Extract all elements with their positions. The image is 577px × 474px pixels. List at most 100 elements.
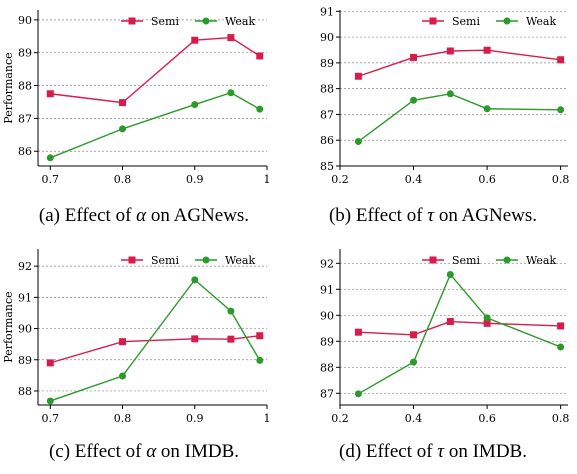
y-tick-label: 89 <box>18 47 32 60</box>
data-point <box>256 332 264 340</box>
y-tick-label: 91 <box>18 291 32 304</box>
y-tick-label: 91 <box>320 5 334 18</box>
series-semi <box>354 46 565 80</box>
y-tick-label: 86 <box>320 134 334 147</box>
chart-panel-4: 87 88 89 90 91 92 0.2 0.4 0.6 0.8 Semi Weak <box>320 249 569 425</box>
data-point <box>256 356 264 364</box>
series-line-semi <box>358 49 561 77</box>
caption-suffix: on IMDB. <box>444 441 527 462</box>
x-tick-label: 0.6 <box>478 173 496 186</box>
caption-symbol: τ <box>437 441 445 462</box>
legend-label-semi: Semi <box>452 254 480 267</box>
legend-marker-weak <box>202 17 210 25</box>
x-tick-label: 0.2 <box>331 173 349 186</box>
x-tick-label: 0.7 <box>42 173 60 186</box>
y-tick-label: 90 <box>320 309 334 322</box>
data-point <box>446 47 454 55</box>
y-tick-label: 92 <box>18 260 32 273</box>
data-point <box>446 270 454 278</box>
data-point <box>483 105 491 113</box>
legend-marker-semi <box>128 256 136 264</box>
series-semi <box>46 332 264 367</box>
data-point <box>191 101 199 109</box>
legend-label-weak: Weak <box>526 254 556 267</box>
caption-suffix: on AGNews. <box>434 205 538 226</box>
legend-label-weak: Weak <box>225 15 255 28</box>
x-tick-label: 1 <box>264 173 271 186</box>
data-point <box>354 72 362 80</box>
caption-a: (a) Effect of α on AGNews. <box>0 205 288 227</box>
data-point <box>191 36 199 44</box>
data-point <box>227 89 235 97</box>
x-tick-label: 0.8 <box>552 412 570 425</box>
x-tick-label: 0.7 <box>42 412 60 425</box>
legend-marker-weak <box>503 256 511 264</box>
legend-marker-semi <box>128 17 136 25</box>
data-point <box>46 90 54 98</box>
x-tick-label: 0.8 <box>552 173 570 186</box>
data-point <box>227 34 235 42</box>
series-line-weak <box>357 93 561 143</box>
caption-suffix: on AGNews. <box>146 205 250 226</box>
data-point <box>557 343 565 351</box>
data-point <box>410 358 418 366</box>
y-tick-label: 89 <box>320 335 334 348</box>
x-tick-label: 0.4 <box>405 412 423 425</box>
data-point <box>410 331 418 339</box>
x-tick-label: 0.2 <box>331 412 349 425</box>
legend-label-semi: Semi <box>452 15 480 28</box>
data-point <box>354 390 362 398</box>
data-point <box>354 138 362 146</box>
y-tick-label: 89 <box>18 354 32 367</box>
data-point <box>557 56 565 64</box>
data-point <box>446 318 454 326</box>
caption-b: (b) Effect of τ on AGNews. <box>289 205 577 227</box>
legend-marker-semi <box>429 17 437 25</box>
y-tick-label: 90 <box>18 323 32 336</box>
x-tick-label: 0.9 <box>186 173 204 186</box>
y-tick-label: 88 <box>18 385 32 398</box>
data-point <box>483 46 491 54</box>
x-tick-label: 1 <box>264 412 271 425</box>
data-point <box>354 328 362 336</box>
x-tick-label: 0.6 <box>478 412 496 425</box>
data-point <box>446 90 454 98</box>
data-point <box>557 322 565 330</box>
legend-marker-weak <box>503 17 511 25</box>
y-tick-label: 89 <box>320 57 334 70</box>
y-tick-label: 87 <box>18 112 32 125</box>
caption-prefix: (c) Effect of <box>48 441 147 462</box>
series-semi <box>354 318 565 339</box>
series-semi <box>46 34 264 107</box>
y-tick-label: 91 <box>320 283 334 296</box>
y-tick-label: 90 <box>320 31 334 44</box>
caption-suffix: on IMDB. <box>156 441 240 462</box>
legend-label-weak: Weak <box>225 254 255 267</box>
legend-label-semi: Semi <box>151 254 179 267</box>
caption-symbol: α <box>146 441 157 462</box>
chart-panel-1: 86 87 88 89 90 0.7 0.8 0.9 1 Performance Semi Weak <box>2 10 271 186</box>
data-point <box>227 307 235 315</box>
data-point <box>256 105 264 113</box>
series-weak <box>46 276 264 405</box>
y-tick-label: 88 <box>18 80 32 93</box>
caption-prefix: (d) Effect of <box>339 441 438 462</box>
legend-label-semi: Semi <box>151 15 179 28</box>
series-line-semi <box>358 320 561 336</box>
y-tick-label: 88 <box>320 361 334 374</box>
legend-label-weak: Weak <box>526 15 556 28</box>
data-point <box>119 125 127 133</box>
series-weak <box>46 89 264 162</box>
caption-prefix: (a) Effect of <box>38 205 137 226</box>
series-weak <box>354 270 565 398</box>
legend-marker-weak <box>202 256 210 264</box>
legend: Semi Weak <box>422 254 556 267</box>
chart-panel-3: 88 89 90 91 92 0.7 0.8 0.9 1 Performance Semi Weak <box>2 249 271 425</box>
caption-prefix: (b) Effect of <box>328 205 428 226</box>
legend: Semi Weak <box>121 254 255 267</box>
x-tick-label: 0.8 <box>114 412 132 425</box>
y-tick-label: 92 <box>320 257 334 270</box>
y-tick-label: 87 <box>320 108 334 121</box>
caption-symbol: α <box>136 205 147 226</box>
data-point <box>483 314 491 322</box>
